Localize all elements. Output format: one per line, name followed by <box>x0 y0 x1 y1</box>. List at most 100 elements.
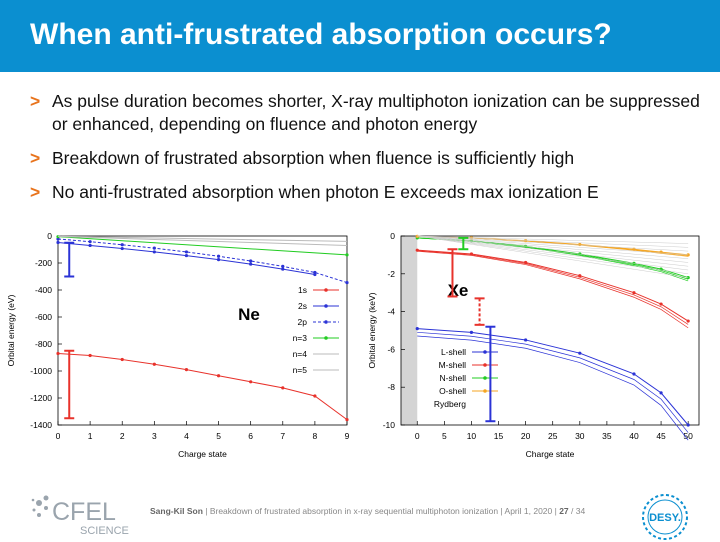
bullet-arrow-icon: > <box>30 182 41 202</box>
x-axis-label: Charge state <box>526 449 575 459</box>
y-tick-label: -2 <box>387 269 395 279</box>
data-point <box>88 243 92 248</box>
cfel-logo-text: CFEL <box>52 498 116 526</box>
data-point <box>281 386 285 390</box>
x-tick-label: 9 <box>345 431 350 441</box>
data-point <box>469 330 474 334</box>
x-tick-label: 6 <box>248 431 253 441</box>
data-point <box>415 327 419 331</box>
footer-text: Sang-Kil Son | Breakdown of frustrated a… <box>150 506 586 516</box>
data-point <box>469 236 474 240</box>
footer-page: 27 <box>559 506 569 516</box>
data-point <box>415 248 419 252</box>
cfel-logo-sub: SCIENCE <box>80 525 129 537</box>
desy-logo-text: DESY. <box>649 512 681 524</box>
bullet-arrow-icon: > <box>30 148 41 168</box>
x-tick-label: 5 <box>442 431 447 441</box>
footer: CFEL SCIENCE Sang-Kil Son | Breakdown of… <box>0 490 720 540</box>
series-line-n4 <box>57 235 348 246</box>
data-point <box>524 338 528 342</box>
data-point <box>56 240 60 245</box>
legend-label: N-shell <box>440 373 467 383</box>
y-tick-label: -4 <box>387 307 395 317</box>
legend-marker <box>483 363 487 367</box>
y-tick-label: 0 <box>390 231 395 241</box>
x-tick-label: 4 <box>184 431 189 441</box>
data-point <box>313 270 317 275</box>
data-point <box>345 253 349 257</box>
data-point <box>184 253 189 258</box>
data-point <box>686 319 690 323</box>
legend-label: Rydberg <box>434 399 466 409</box>
bullet-list: > As pulse duration becomes shorter, X-ra… <box>30 90 700 215</box>
legend-label: n=5 <box>293 365 308 375</box>
legend-label: 2p <box>298 317 308 327</box>
legend-marker <box>483 389 487 393</box>
data-point <box>659 391 663 395</box>
y-tick-label: -400 <box>35 285 52 295</box>
data-point <box>659 302 663 306</box>
legend-marker <box>483 350 487 354</box>
data-point <box>632 372 636 376</box>
legend-label: 2s <box>298 301 307 311</box>
data-point <box>524 260 528 265</box>
bullet-arrow-icon: > <box>30 91 41 111</box>
x-axis-label: Charge state <box>178 449 227 459</box>
x-tick-label: 2 <box>120 431 125 441</box>
x-tick-label: 40 <box>629 431 639 441</box>
data-point <box>686 423 690 427</box>
bullet-3: > No anti-frustrated absorption when phot… <box>30 181 700 204</box>
x-tick-label: 20 <box>521 431 531 441</box>
data-point <box>56 237 60 241</box>
series-line-rydberg <box>417 235 689 259</box>
data-point <box>686 275 690 280</box>
data-point <box>313 394 317 398</box>
legend-label: O-shell <box>439 386 466 396</box>
data-point <box>120 246 124 251</box>
data-point <box>152 246 156 250</box>
x-tick-label: 35 <box>602 431 612 441</box>
footer-talk: Breakdown of frustrated absorption in x-… <box>209 506 499 516</box>
x-tick-label: 7 <box>280 431 285 441</box>
data-point <box>632 291 636 295</box>
x-tick-label: 3 <box>152 431 157 441</box>
x-tick-label: 45 <box>656 431 666 441</box>
series-line-n3 <box>57 236 348 256</box>
x-tick-label: 10 <box>467 431 477 441</box>
legend-marker <box>324 320 328 324</box>
x-tick-label: 0 <box>415 431 420 441</box>
data-point <box>578 274 582 278</box>
legend-label: M-shell <box>439 360 467 370</box>
element-annotation: Ne <box>238 305 260 324</box>
data-point <box>184 250 189 254</box>
data-point <box>152 250 156 254</box>
y-tick-label: -1000 <box>30 366 52 376</box>
y-tick-label: -8 <box>387 382 395 392</box>
data-point <box>345 280 349 285</box>
y-tick-label: -1400 <box>30 420 52 430</box>
legend-label: n=3 <box>293 333 308 343</box>
series-line-l-shell <box>417 335 689 441</box>
x-tick-label: 15 <box>494 431 504 441</box>
xe-orbital-chart: 0 5 10 15 20 25 30 35 40 45 50 0 -2 -4 -6 -8 -10 Charge s… <box>367 231 700 459</box>
plot-frame <box>400 235 700 426</box>
series-line-rydberg <box>417 235 689 252</box>
legend-marker <box>324 336 328 340</box>
y-tick-label: -10 <box>383 420 396 430</box>
y-tick-label: -6 <box>387 344 395 354</box>
series-line-2p <box>57 238 348 284</box>
data-point <box>415 234 419 238</box>
data-point <box>88 240 92 244</box>
bullet-2: > Breakdown of frustrated absorption when… <box>30 147 700 170</box>
data-point <box>88 353 92 358</box>
series-line-l-shell <box>417 331 689 433</box>
data-point <box>345 418 349 422</box>
x-tick-label: 30 <box>575 431 585 441</box>
series-line-1s <box>57 352 348 421</box>
legend-marker <box>324 288 328 292</box>
data-point <box>249 380 253 384</box>
y-tick-label: -800 <box>35 339 52 349</box>
data-point <box>56 351 60 356</box>
y-tick-label: -600 <box>35 312 52 322</box>
footer-total: / 34 <box>571 506 586 516</box>
